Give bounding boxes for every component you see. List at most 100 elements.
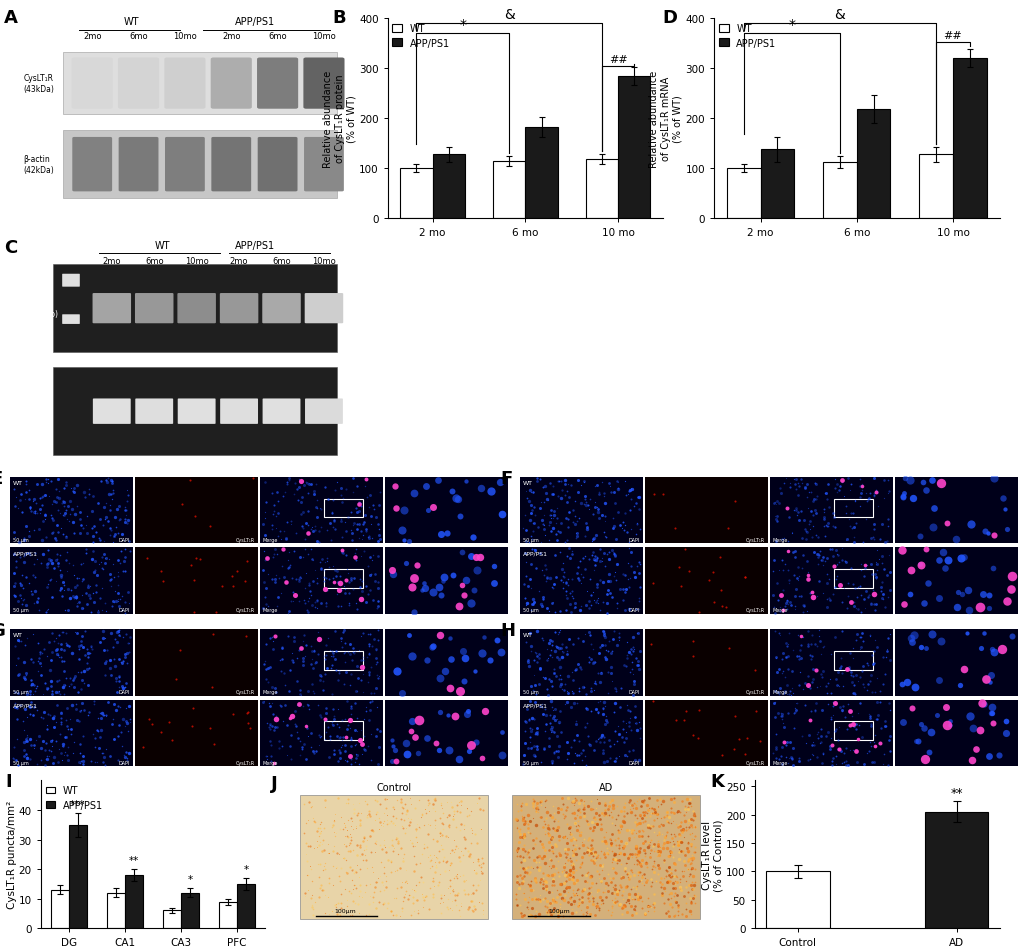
- Text: WT: WT: [155, 241, 170, 250]
- Bar: [769, 629, 892, 696]
- Bar: [644, 547, 767, 614]
- Bar: [125, 875, 143, 928]
- Text: A: A: [4, 10, 18, 27]
- Legend: WT, APP/PS1: WT, APP/PS1: [392, 24, 449, 49]
- Bar: [10, 629, 132, 696]
- Bar: [895, 700, 1017, 766]
- Text: DAPI: DAPI: [628, 689, 640, 695]
- Text: CysLT₁R: CysLT₁R: [745, 607, 764, 613]
- Bar: [644, 477, 767, 544]
- Text: CysLT₁R: CysLT₁R: [235, 537, 255, 543]
- Bar: [163, 910, 180, 928]
- Bar: [260, 547, 382, 614]
- Text: APP/PS1: APP/PS1: [12, 703, 38, 708]
- FancyBboxPatch shape: [118, 138, 158, 192]
- Text: WT: WT: [123, 17, 139, 27]
- FancyBboxPatch shape: [258, 138, 298, 192]
- Text: &: &: [834, 8, 845, 22]
- Text: 10mo: 10mo: [312, 256, 335, 266]
- Text: CysLT₁R: CysLT₁R: [745, 537, 764, 543]
- Text: 6mo: 6mo: [129, 32, 148, 41]
- Text: DAPI: DAPI: [118, 537, 130, 543]
- Text: Merge: Merge: [771, 537, 788, 543]
- Bar: [51, 890, 69, 928]
- Bar: [833, 651, 872, 670]
- Bar: [323, 722, 363, 741]
- Bar: [822, 163, 856, 219]
- Bar: [585, 160, 618, 219]
- Bar: [769, 547, 892, 614]
- Bar: [520, 547, 642, 614]
- Bar: [10, 547, 132, 614]
- FancyBboxPatch shape: [304, 138, 343, 192]
- Bar: [69, 824, 87, 928]
- Bar: [895, 477, 1017, 544]
- Bar: [385, 477, 507, 544]
- Bar: [833, 569, 872, 588]
- Bar: [512, 795, 699, 920]
- Text: ***: ***: [70, 800, 86, 809]
- Bar: [323, 569, 363, 588]
- Text: 50 μm: 50 μm: [12, 689, 29, 695]
- Bar: [260, 477, 382, 544]
- Text: WT: WT: [12, 632, 22, 638]
- FancyBboxPatch shape: [165, 138, 205, 192]
- Text: APP/PS1: APP/PS1: [522, 550, 547, 556]
- Bar: [727, 169, 760, 219]
- FancyBboxPatch shape: [262, 294, 301, 324]
- Legend: WT, APP/PS1: WT, APP/PS1: [46, 785, 103, 810]
- FancyBboxPatch shape: [135, 294, 173, 324]
- Text: E: E: [0, 469, 2, 487]
- Text: **: **: [128, 855, 139, 865]
- FancyBboxPatch shape: [305, 399, 342, 425]
- Text: G: G: [0, 622, 5, 640]
- Text: *: *: [187, 875, 193, 884]
- Y-axis label: CysLT₁R level
(% of Control): CysLT₁R level (% of Control): [701, 818, 722, 891]
- Text: DAPI: DAPI: [118, 689, 130, 695]
- Bar: [492, 162, 525, 219]
- Text: ##: ##: [943, 31, 961, 41]
- Text: DAPI: DAPI: [118, 760, 130, 765]
- FancyBboxPatch shape: [62, 274, 79, 288]
- FancyBboxPatch shape: [72, 138, 112, 192]
- Bar: [260, 700, 382, 766]
- Bar: [300, 795, 487, 920]
- Text: 10mo: 10mo: [312, 32, 335, 41]
- FancyBboxPatch shape: [93, 399, 130, 425]
- Bar: [520, 700, 642, 766]
- Text: 2mo: 2mo: [83, 32, 101, 41]
- Bar: [765, 871, 828, 928]
- Text: DAPI: DAPI: [628, 607, 640, 613]
- Text: Merge: Merge: [262, 760, 278, 765]
- FancyBboxPatch shape: [305, 294, 342, 324]
- Y-axis label: Relative abundance
of CysLT₁R mRNA
(% of WT): Relative abundance of CysLT₁R mRNA (% of…: [649, 70, 682, 168]
- Text: 2mo: 2mo: [103, 256, 121, 266]
- Bar: [10, 700, 132, 766]
- Bar: [385, 629, 507, 696]
- Text: 2mo: 2mo: [222, 32, 240, 41]
- Text: D: D: [662, 10, 677, 27]
- Text: 50 μm: 50 μm: [522, 607, 538, 613]
- Bar: [895, 547, 1017, 614]
- Bar: [644, 629, 767, 696]
- Bar: [10, 477, 132, 544]
- FancyBboxPatch shape: [220, 399, 258, 425]
- Text: 6mo: 6mo: [145, 256, 163, 266]
- Text: APP/PS1: APP/PS1: [235, 17, 275, 27]
- FancyBboxPatch shape: [211, 58, 252, 109]
- Bar: [135, 547, 258, 614]
- Y-axis label: Relative abundance
of CysLT₁R protein
(% of WT): Relative abundance of CysLT₁R protein (%…: [323, 70, 356, 168]
- Bar: [856, 110, 890, 219]
- Text: Merge: Merge: [262, 689, 278, 695]
- Bar: [323, 651, 363, 670]
- Bar: [385, 547, 507, 614]
- Bar: [520, 629, 642, 696]
- Text: H: H: [499, 622, 515, 640]
- Text: WT: WT: [12, 480, 22, 486]
- Bar: [918, 155, 952, 219]
- Bar: [895, 629, 1017, 696]
- FancyBboxPatch shape: [136, 399, 173, 425]
- Bar: [833, 722, 872, 741]
- Legend: WT, APP/PS1: WT, APP/PS1: [718, 24, 775, 49]
- Bar: [260, 629, 382, 696]
